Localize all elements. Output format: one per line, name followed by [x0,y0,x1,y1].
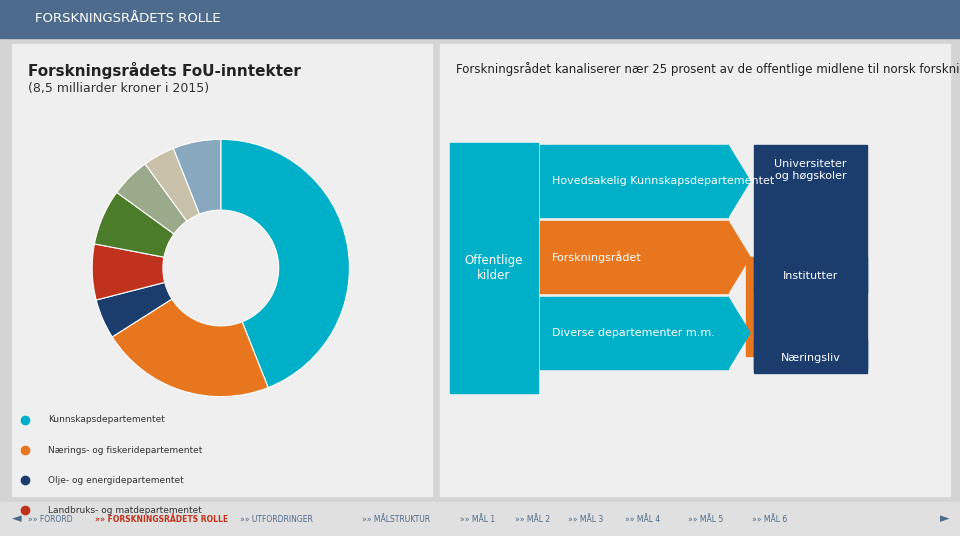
Polygon shape [764,344,780,368]
Wedge shape [94,192,174,257]
Text: (8,5 milliarder kroner i 2015): (8,5 milliarder kroner i 2015) [28,82,209,95]
Bar [540,145,728,217]
Text: Hovedsakelig Kunnskapsdepartementet: Hovedsakelig Kunnskapsdepartementet [552,176,775,186]
Text: »» UTFORDRINGER: »» UTFORDRINGER [240,515,313,524]
Polygon shape [728,145,750,217]
Text: Forskningsrådets FoU-inntekter: Forskningsrådets FoU-inntekter [28,62,300,79]
Bar [540,297,728,369]
Text: Kunnskapsdepartementet: Kunnskapsdepartementet [48,415,165,425]
Text: ◄: ◄ [12,512,22,525]
Wedge shape [221,139,349,388]
Text: ►: ► [941,512,950,525]
Text: Universiteter
og høgskoler: Universiteter og høgskoler [775,159,847,181]
Bar [450,143,538,393]
Text: »» MÅL 6: »» MÅL 6 [752,515,787,524]
Text: Nærings- og fiskeridepartementet: Nærings- og fiskeridepartementet [48,445,203,455]
Text: »» MÅLSTRUKTUR: »» MÅLSTRUKTUR [362,515,430,524]
Bar [0,0,960,38]
Text: »» MÅL 4: »» MÅL 4 [625,515,660,524]
Wedge shape [117,164,187,234]
Bar [540,221,728,293]
Text: »» MÅL 5: »» MÅL 5 [688,515,723,524]
Bar [754,257,867,369]
Polygon shape [728,297,750,369]
Wedge shape [145,148,200,221]
Wedge shape [92,244,165,300]
Bar [754,145,867,293]
Bar [0,502,960,536]
Text: »» MÅL 1: »» MÅL 1 [460,515,495,524]
Text: Forskningsrådet kanaliserer nær 25 prosent av de offentlige midlene til norsk fo: Forskningsrådet kanaliserer nær 25 prose… [456,62,960,76]
Text: »» FORORD: »» FORORD [28,515,73,524]
Wedge shape [96,282,172,337]
Text: Institutter: Institutter [782,271,838,281]
Bar [746,257,764,356]
Text: »» FORSKNINGSRÅDETS ROLLE: »» FORSKNINGSRÅDETS ROLLE [95,515,228,524]
Text: Offentlige
kilder: Offentlige kilder [465,254,523,282]
Polygon shape [728,221,750,293]
Wedge shape [174,139,221,214]
Bar [12,44,432,496]
Text: FORSKNINGSRÅDETS ROLLE: FORSKNINGSRÅDETS ROLLE [35,12,221,26]
Text: Diverse departementer m.m.: Diverse departementer m.m. [552,328,715,338]
Text: »» MÅL 3: »» MÅL 3 [568,515,603,524]
Text: Olje- og energidepartementet: Olje- og energidepartementet [48,476,184,485]
Bar [754,339,867,373]
Text: »» MÅL 2: »» MÅL 2 [515,515,550,524]
Text: Forskningsrådet: Forskningsrådet [552,251,641,263]
Text: Næringsliv: Næringsliv [780,353,840,363]
Text: Landbruks- og matdepartementet: Landbruks- og matdepartementet [48,506,203,515]
Wedge shape [112,299,268,397]
Bar [440,44,950,496]
